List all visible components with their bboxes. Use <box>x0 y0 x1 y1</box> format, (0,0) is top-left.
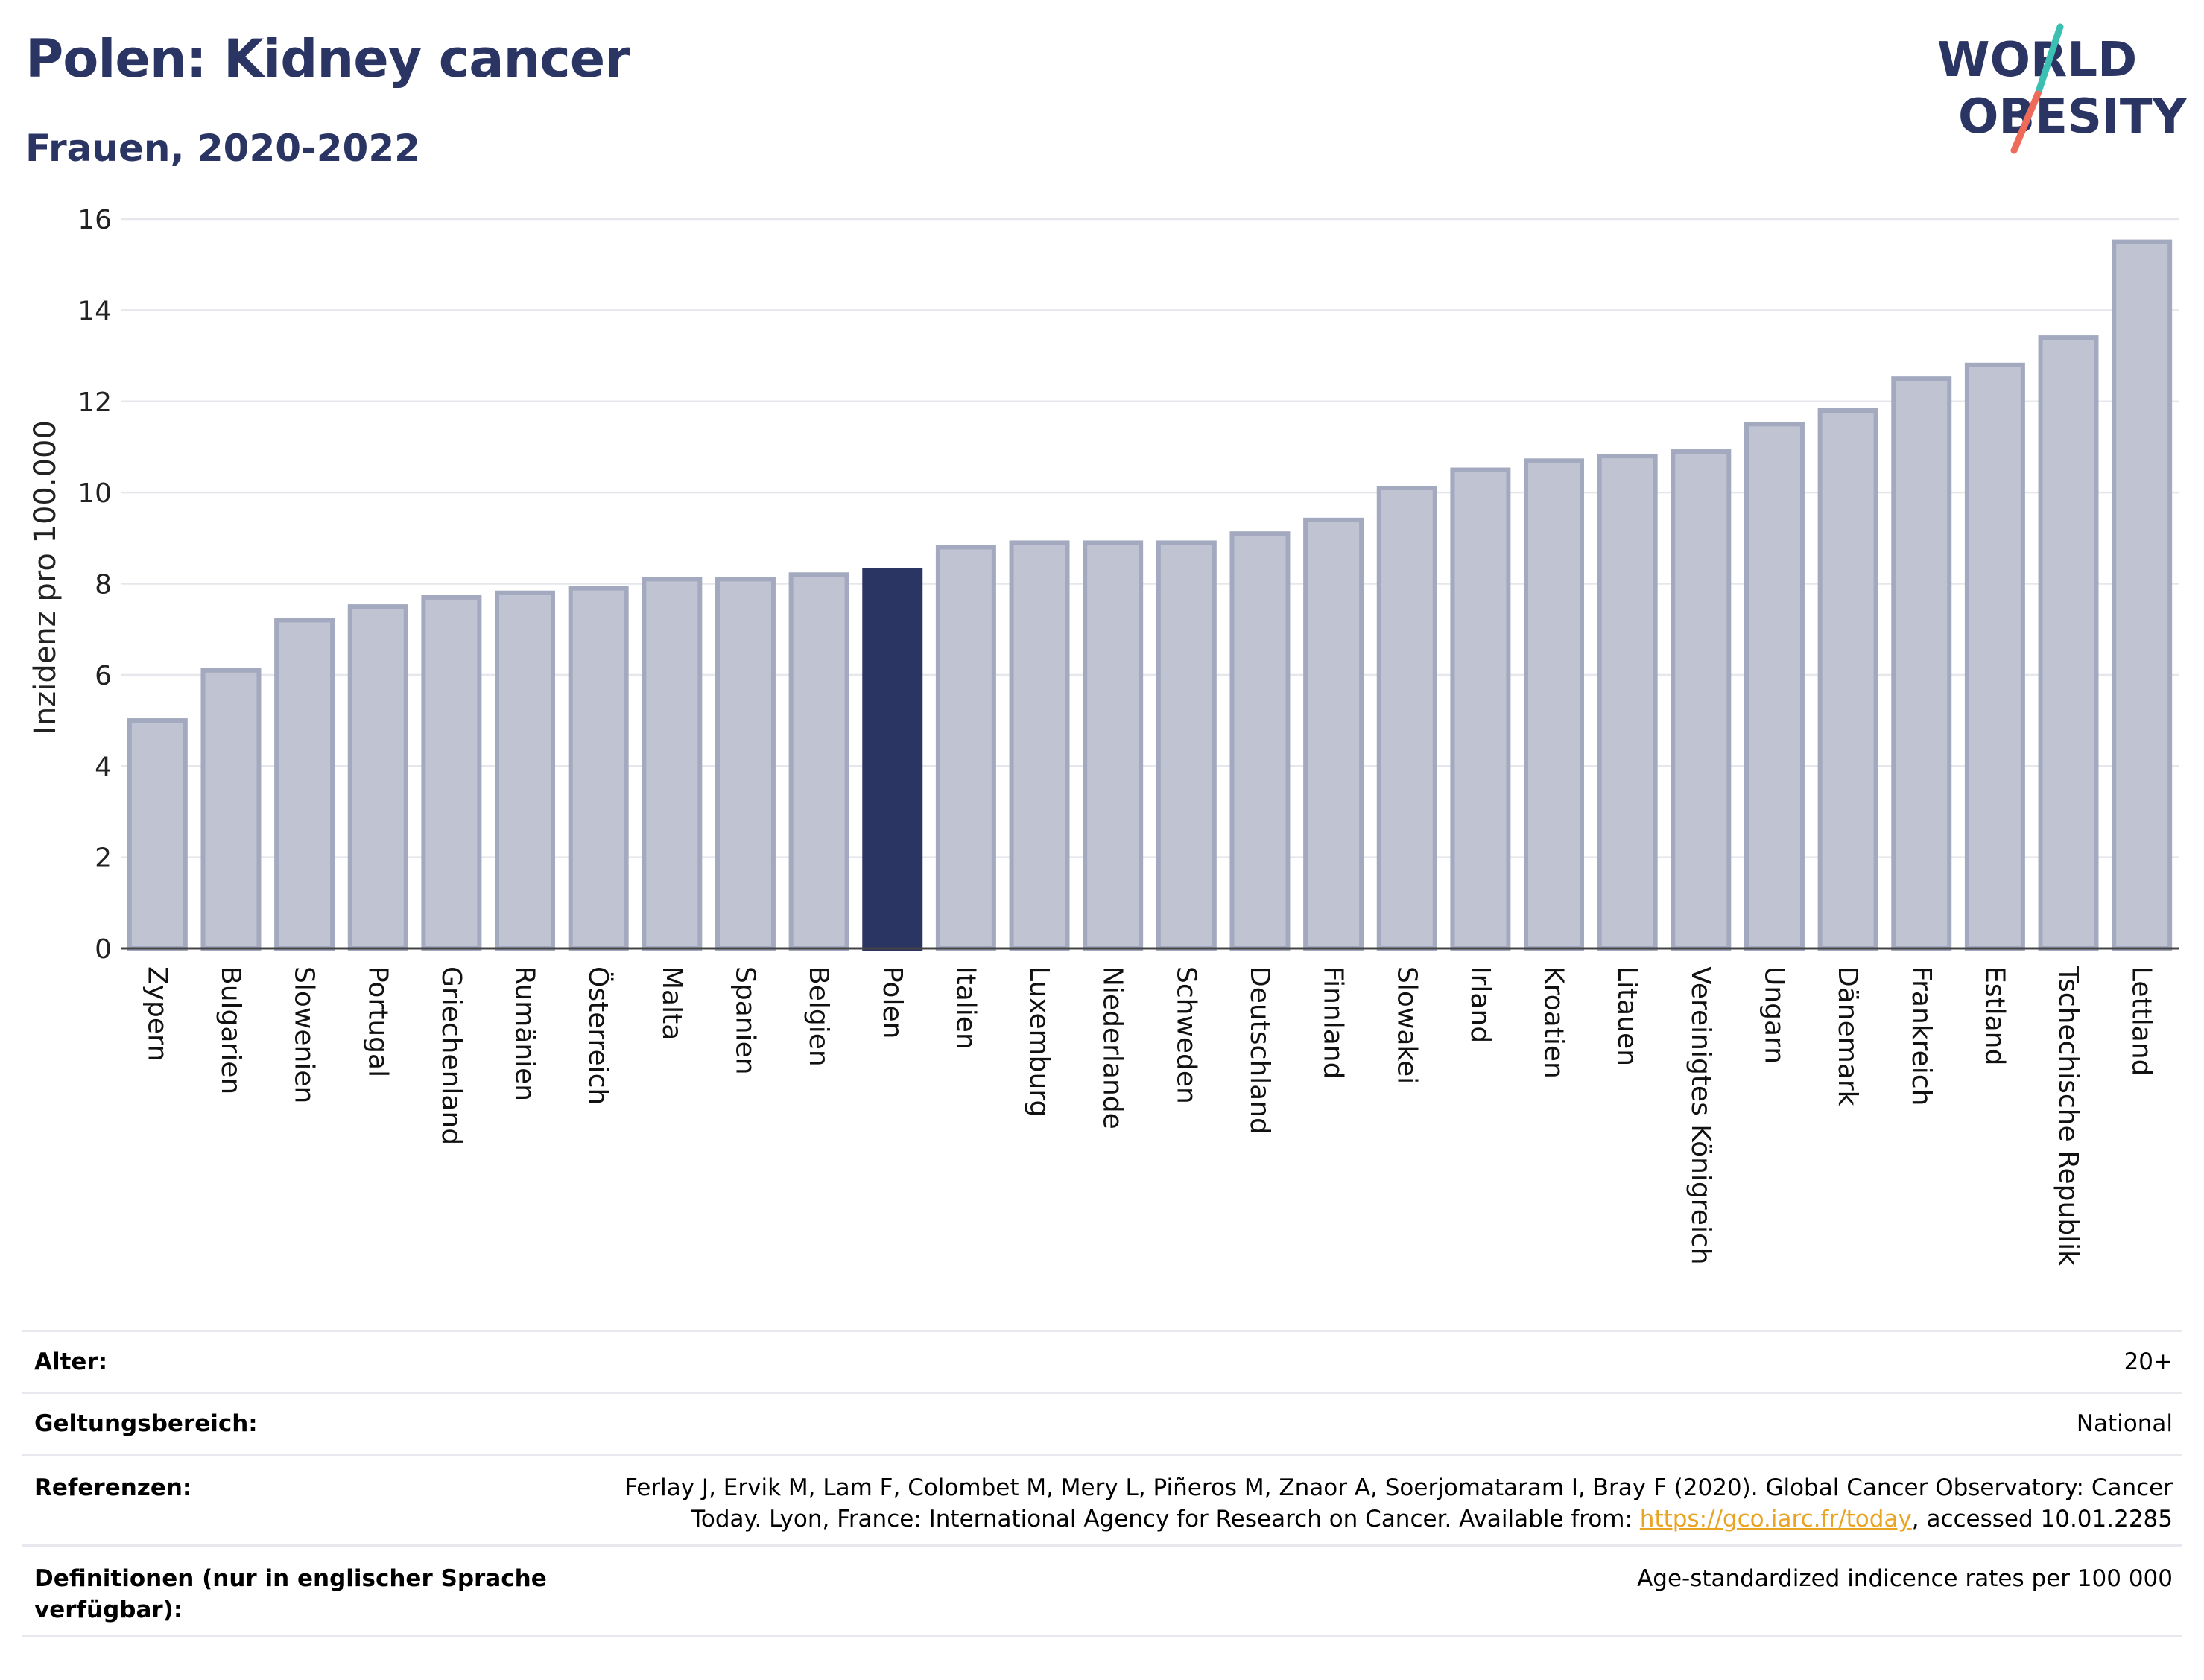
references-text-3: , accessed 10.01.2285 <box>1911 1506 2173 1532</box>
bar-chart: 0 2 4 6 8 10 12 14 16 Zypern Bulgarien Slowenien Po… <box>28 205 2179 1266</box>
logo-line-world: WORLD <box>1937 33 2137 88</box>
world-obesity-logo: WORLD OBESITY <box>1937 23 2187 154</box>
x-tick-label: Bulgarien <box>215 966 246 1094</box>
x-tick-label: Niederlande <box>1098 966 1128 1129</box>
bar-frankreich[interactable] <box>1891 376 1952 951</box>
x-tick-label: Österreich <box>583 966 614 1105</box>
x-tick-label: Belgien <box>803 966 834 1067</box>
y-tick-label: 6 <box>95 661 112 691</box>
meta-row-age: Alter: 20+ <box>22 1330 2182 1392</box>
bar-lettland[interactable] <box>2112 239 2173 951</box>
x-tick-label: Portugal <box>362 966 393 1077</box>
y-tick-label: 10 <box>77 478 112 509</box>
x-tick-label: Schweden <box>1171 966 1201 1104</box>
logo-slash-top <box>2034 23 2064 98</box>
y-tick-label: 2 <box>95 843 112 874</box>
y-tick-label: 14 <box>77 296 112 326</box>
bar-slowenien[interactable] <box>274 618 335 951</box>
x-tick-label: Slowenien <box>289 966 320 1103</box>
x-tick-label: Italien <box>950 966 981 1050</box>
meta-scope-value: National <box>2076 1410 2173 1437</box>
x-tick-label: Litauen <box>1612 966 1642 1066</box>
x-axis-ticks: Zypern Bulgarien Slowenien Portugal Griechen… <box>142 966 2156 1266</box>
chart-subtitle: Frauen, 2020-2022 <box>25 127 420 170</box>
metadata-table: Alter: 20+ Geltungsbereich: National Ref… <box>22 1330 2182 1637</box>
x-tick-label: Zypern <box>142 966 172 1062</box>
meta-references-value: Ferlay J, Ervik M, Lam F, Colombet M, Me… <box>624 1472 2182 1544</box>
bar-deutschland[interactable] <box>1229 531 1291 951</box>
y-tick-label: 0 <box>95 934 112 965</box>
bar-niederlande[interactable] <box>1083 540 1144 951</box>
x-tick-label: Griechenland <box>436 966 466 1145</box>
x-tick-label: Tschechische Republik <box>2053 966 2083 1266</box>
chart-title: Polen: Kidney cancer <box>25 28 630 89</box>
x-tick-label: Spanien <box>729 966 760 1075</box>
bar-litauen[interactable] <box>1597 454 1658 951</box>
meta-definitions-value: Age-standardized indicence rates per 100… <box>1637 1565 2173 1592</box>
references-text-1: Ferlay J, Ervik M, Lam F, Colombet M, Me… <box>624 1474 2173 1501</box>
x-tick-label: Estland <box>1979 966 2010 1065</box>
y-axis-ticks: 0 2 4 6 8 10 12 14 16 <box>77 205 112 965</box>
x-tick-label: Polen <box>877 966 908 1039</box>
bar-vereinigtes-königreich[interactable] <box>1671 449 1732 951</box>
bar-irland[interactable] <box>1450 467 1511 951</box>
bar-spanien[interactable] <box>715 577 776 951</box>
meta-age-value: 20+ <box>2124 1348 2173 1375</box>
bar-tschechische-republik[interactable] <box>2038 335 2099 951</box>
references-link[interactable]: https://gco.iarc.fr/today <box>1639 1506 1912 1532</box>
x-tick-label: Ungarn <box>1758 966 1789 1064</box>
meta-row-scope: Geltungsbereich: National <box>22 1392 2182 1454</box>
x-tick-label: Malta <box>656 966 687 1040</box>
x-tick-label: Luxemburg <box>1024 966 1054 1117</box>
x-tick-label: Kroatien <box>1539 966 1569 1079</box>
bar-österreich[interactable] <box>568 586 629 951</box>
bar-malta[interactable] <box>642 577 703 951</box>
logo-slash-bottom <box>2010 90 2042 154</box>
bar-ungarn[interactable] <box>1744 422 1805 951</box>
bar-rumänien[interactable] <box>495 590 556 951</box>
references-text-2: Today. Lyon, France: International Agenc… <box>691 1506 1640 1532</box>
x-tick-label: Frankreich <box>1906 966 1937 1106</box>
y-axis-label: Inzidenz pro 100.000 <box>28 420 63 735</box>
bar-finnland[interactable] <box>1303 517 1364 951</box>
meta-definitions-label: Definitionen (nur in englischer Sprache … <box>34 1565 547 1623</box>
x-tick-label: Lettland <box>2127 966 2157 1077</box>
bar-luxemburg[interactable] <box>1009 540 1070 951</box>
meta-age-label: Alter: <box>34 1348 108 1375</box>
bars <box>121 239 2179 951</box>
bar-bulgarien[interactable] <box>200 668 262 951</box>
bar-estland[interactable] <box>1964 362 2025 951</box>
x-tick-label: Dänemark <box>1832 966 1863 1106</box>
bar-slowakei[interactable] <box>1376 486 1437 951</box>
x-tick-label: Vereinigtes Königreich <box>1685 966 1716 1265</box>
y-tick-label: 4 <box>95 752 112 782</box>
bar-polen[interactable] <box>862 568 923 951</box>
meta-references-label: Referenzen: <box>34 1474 192 1501</box>
bar-schweden[interactable] <box>1156 540 1217 951</box>
y-tick-label: 8 <box>95 570 112 600</box>
x-tick-label: Slowakei <box>1391 966 1422 1084</box>
x-tick-label: Irland <box>1465 966 1495 1043</box>
bar-griechenland[interactable] <box>421 595 482 951</box>
y-tick-label: 12 <box>77 387 112 418</box>
bar-belgien[interactable] <box>788 572 849 951</box>
x-tick-label: Deutschland <box>1244 966 1275 1135</box>
bar-zypern[interactable] <box>127 718 188 951</box>
bar-italien[interactable] <box>935 545 996 951</box>
x-tick-label: Finnland <box>1318 966 1349 1079</box>
meta-row-definitions: Definitionen (nur in englischer Sprache … <box>22 1544 2182 1637</box>
logo-line-obesity: OBESITY <box>1958 89 2187 145</box>
y-tick-label: 16 <box>77 205 112 235</box>
meta-scope-label: Geltungsbereich: <box>34 1410 258 1437</box>
bar-dänemark[interactable] <box>1817 408 1878 951</box>
bar-portugal[interactable] <box>347 604 408 951</box>
x-tick-label: Rumänien <box>510 966 540 1101</box>
bar-kroatien[interactable] <box>1524 458 1585 951</box>
meta-row-references: Referenzen: Ferlay J, Ervik M, Lam F, Co… <box>22 1454 2182 1544</box>
